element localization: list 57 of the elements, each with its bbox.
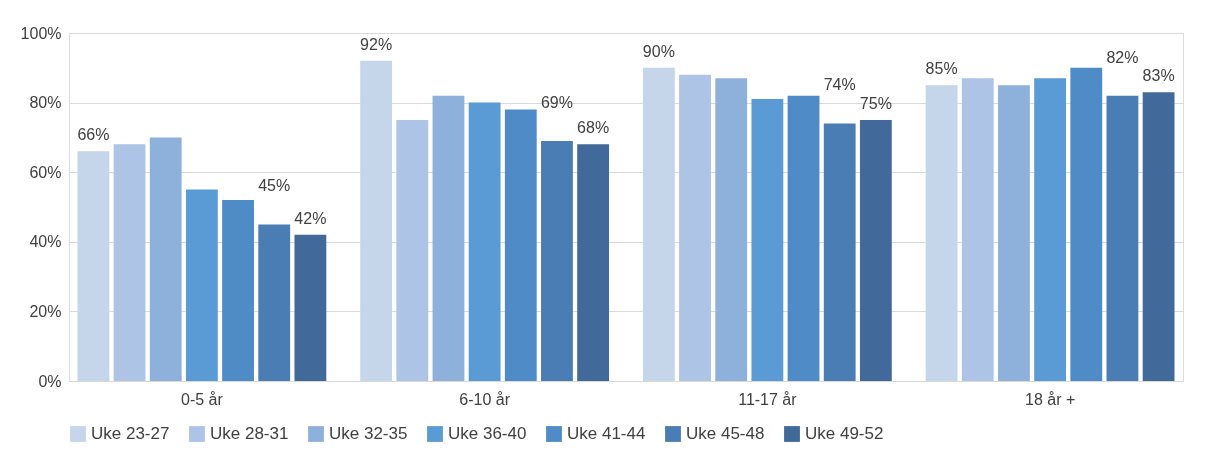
x-tick-label: 6-10 år: [459, 390, 511, 408]
bar: [642, 67, 675, 381]
y-tick-label: 40%: [29, 233, 62, 251]
bar: [1142, 92, 1175, 381]
data-label: 83%: [1142, 67, 1175, 85]
x-tick-label: 18 år +: [1024, 390, 1076, 408]
y-tick-label: 0%: [38, 372, 62, 390]
bar: [77, 151, 110, 381]
data-label: 85%: [925, 60, 958, 78]
data-label: 82%: [1106, 48, 1139, 66]
data-label: 68%: [577, 119, 610, 137]
bar: [113, 144, 146, 381]
data-label: 45%: [258, 177, 291, 195]
bar: [1034, 78, 1067, 381]
bar: [577, 144, 610, 381]
data-label: 74%: [823, 76, 856, 94]
bar: [823, 123, 856, 381]
bar: [925, 85, 958, 381]
bar: [185, 189, 218, 381]
data-label: 90%: [642, 42, 675, 60]
bar: [751, 99, 784, 381]
data-label: 66%: [77, 126, 110, 144]
data-label: 69%: [540, 93, 573, 111]
bar: [294, 234, 327, 381]
y-tick-label: 60%: [29, 163, 62, 181]
legend-label: Uke 49-52: [805, 424, 884, 443]
bar: [258, 224, 291, 381]
bar: [360, 60, 393, 381]
data-label: 75%: [859, 95, 892, 112]
bar: [787, 95, 820, 381]
legend-label: Uke 41-44: [567, 424, 646, 443]
bar: [504, 109, 537, 381]
legend-label: Uke 28-31: [210, 424, 289, 443]
bar: [149, 137, 182, 381]
legend-label: Uke 45-48: [686, 424, 765, 443]
bar: [432, 95, 465, 381]
y-tick-label: 20%: [29, 302, 62, 320]
y-tick-label: 80%: [29, 94, 62, 112]
legend-label: Uke 23-27: [91, 424, 170, 443]
x-tick-label: 11-17 år: [738, 390, 798, 408]
data-label: 92%: [360, 35, 393, 53]
bar: [541, 140, 573, 381]
bar: [468, 102, 501, 381]
bar: [1070, 67, 1103, 381]
legend-label: Uke 36-40: [448, 424, 527, 443]
legend-label: Uke 32-35: [329, 424, 408, 443]
bar: [1106, 95, 1139, 381]
bar: [998, 85, 1030, 381]
bar: [961, 78, 994, 381]
bar: [715, 78, 748, 381]
bar: [859, 120, 892, 381]
bar: [396, 120, 429, 381]
bar: [222, 200, 254, 381]
x-tick-label: 0-5 år: [180, 390, 224, 408]
y-tick-label: 100%: [20, 24, 62, 42]
bar: [679, 74, 711, 381]
data-label: 42%: [294, 209, 327, 227]
